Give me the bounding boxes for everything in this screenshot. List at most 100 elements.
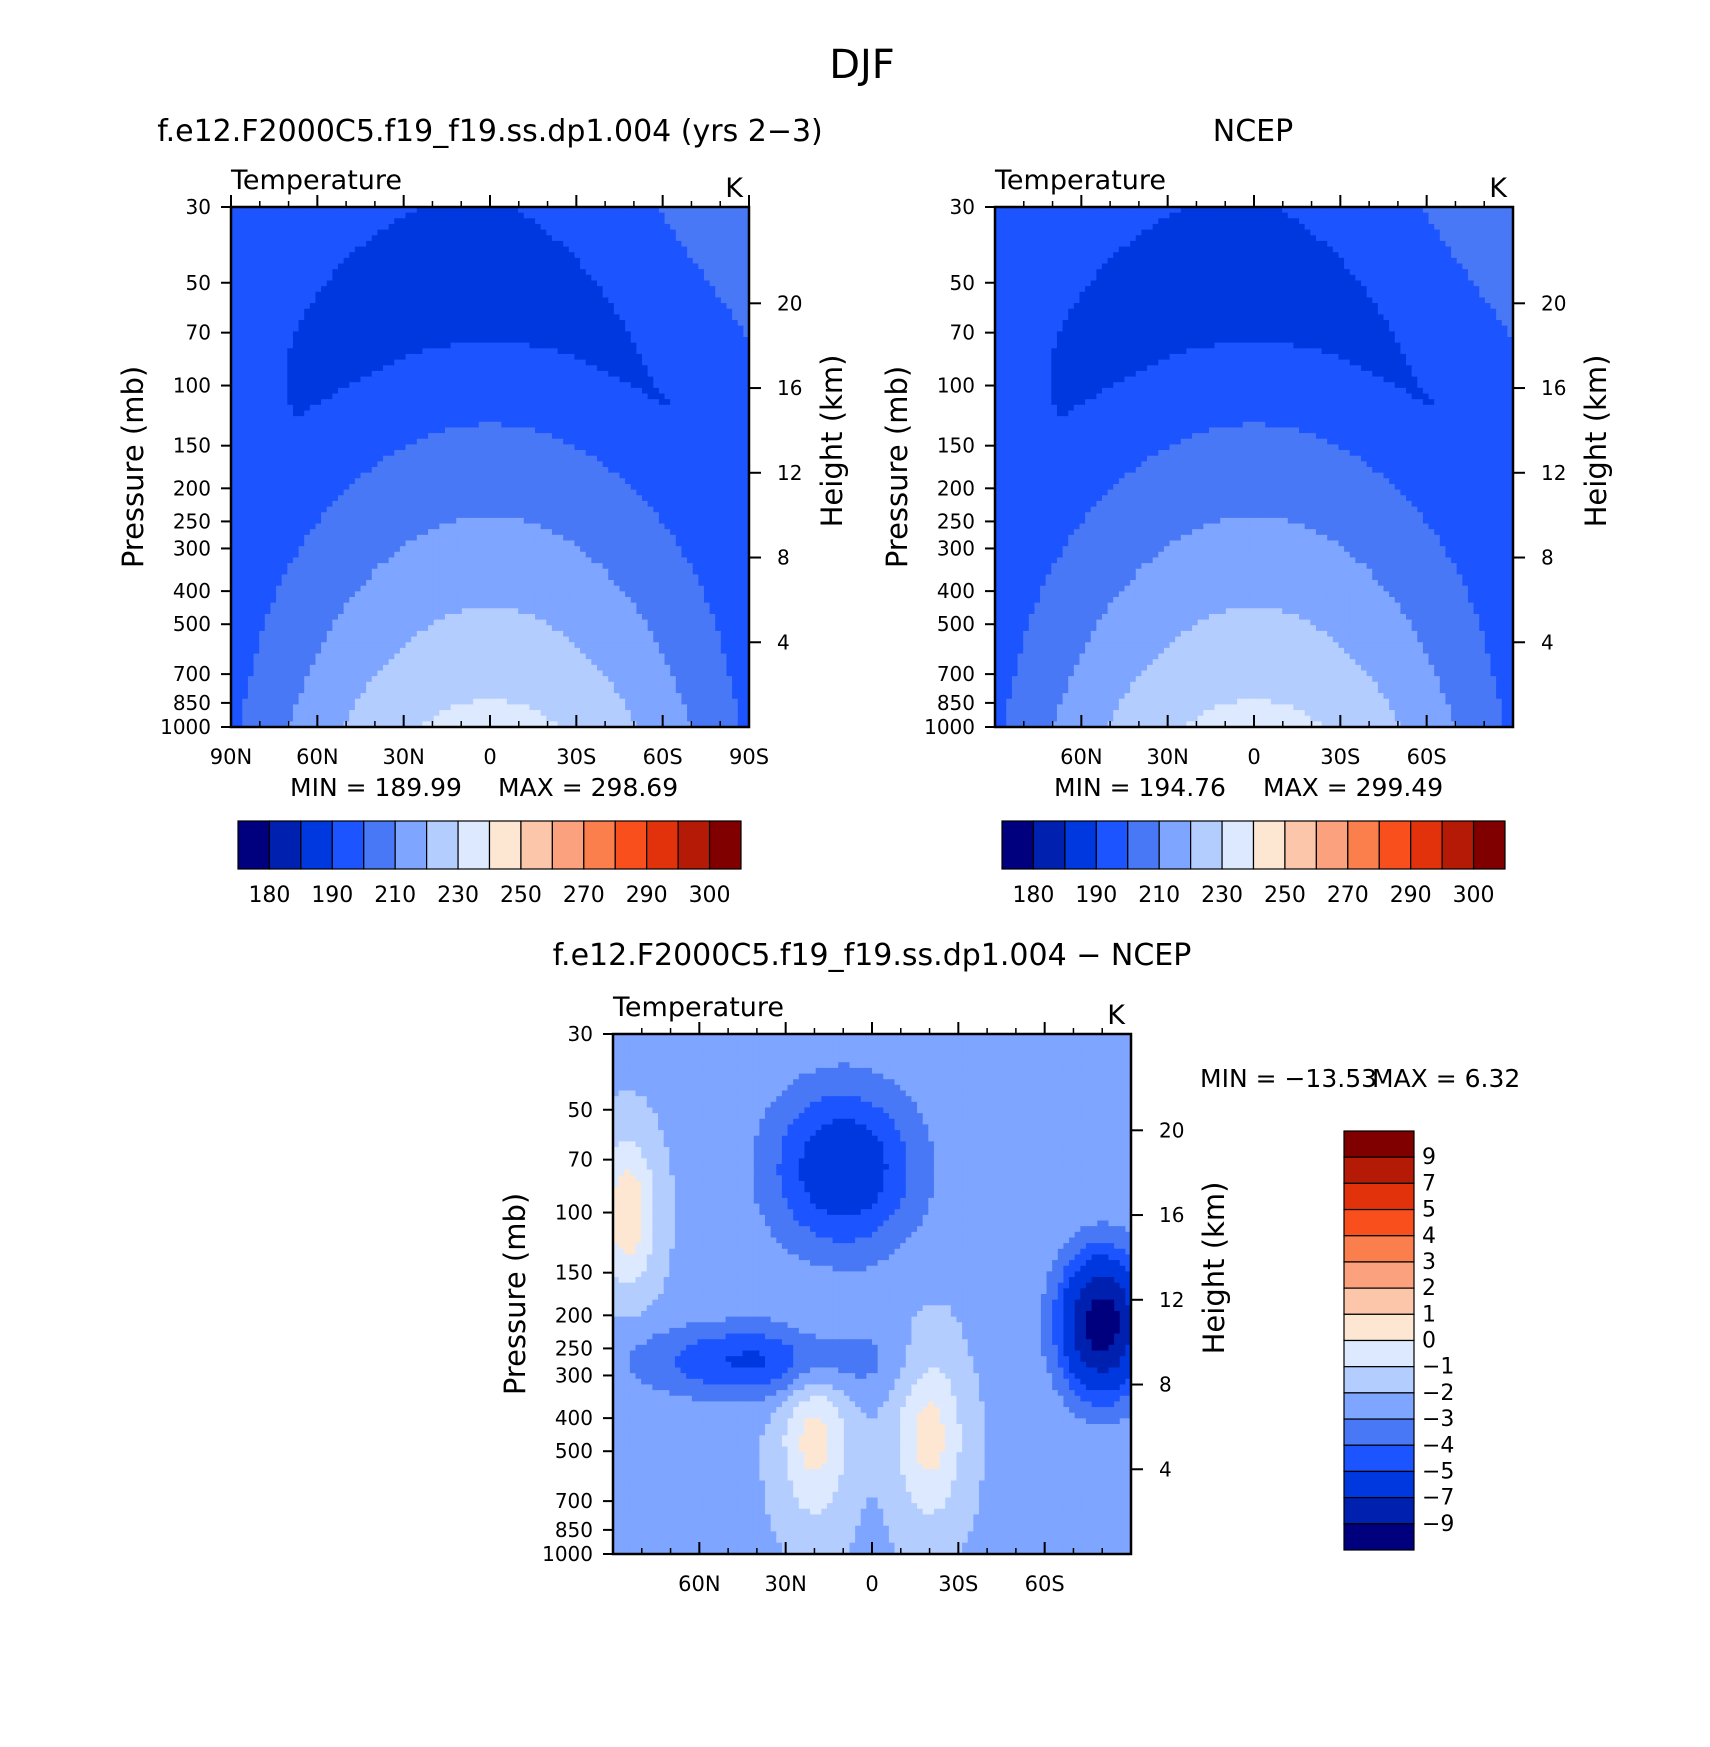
field-cell bbox=[309, 274, 317, 282]
field-cell bbox=[259, 506, 266, 513]
field-cell bbox=[422, 229, 429, 236]
field-cell bbox=[681, 325, 688, 332]
field-cell bbox=[416, 382, 424, 389]
field-cell bbox=[619, 359, 626, 366]
field-cell bbox=[529, 314, 536, 321]
field-cell bbox=[585, 438, 592, 445]
field-cell bbox=[456, 207, 463, 214]
field-cell bbox=[568, 433, 576, 440]
field-cell bbox=[726, 235, 733, 242]
field-cell bbox=[456, 506, 463, 513]
field-cell bbox=[664, 207, 671, 214]
field-cell bbox=[433, 467, 440, 474]
field-cell bbox=[388, 223, 395, 231]
field-cell bbox=[703, 444, 711, 451]
field-cell bbox=[416, 274, 424, 282]
field-cell bbox=[416, 331, 424, 338]
field-cell bbox=[557, 240, 564, 248]
field-cell bbox=[287, 269, 294, 276]
field-cell bbox=[287, 263, 294, 270]
field-cell bbox=[625, 433, 632, 440]
field-cell bbox=[692, 274, 699, 282]
field-cell bbox=[467, 399, 474, 406]
field-cell bbox=[726, 320, 733, 327]
field-cell bbox=[619, 489, 626, 496]
field-cell bbox=[568, 387, 576, 395]
field-cell bbox=[596, 320, 604, 327]
field-cell bbox=[602, 444, 609, 451]
field-cell bbox=[647, 450, 654, 457]
field-cell bbox=[422, 427, 429, 434]
field-cell bbox=[551, 235, 559, 242]
field-cell bbox=[444, 495, 452, 502]
field-cell bbox=[484, 246, 491, 253]
field-cell bbox=[354, 246, 362, 253]
field-cell bbox=[540, 263, 547, 270]
field-cell bbox=[619, 274, 626, 282]
field-cell bbox=[585, 370, 592, 378]
field-cell bbox=[439, 218, 446, 225]
field-cell bbox=[529, 207, 536, 214]
field-cell bbox=[681, 506, 688, 513]
field-cell bbox=[399, 393, 407, 400]
field-cell bbox=[692, 223, 699, 231]
field-cell bbox=[450, 438, 457, 445]
field-cell bbox=[720, 376, 728, 383]
field-cell bbox=[591, 207, 598, 214]
field-cell bbox=[647, 495, 654, 502]
field-cell bbox=[703, 337, 711, 344]
field-cell bbox=[568, 393, 576, 400]
field-cell bbox=[540, 229, 547, 236]
field-cell bbox=[433, 314, 440, 321]
field-cell bbox=[630, 331, 637, 338]
field-cell bbox=[377, 353, 384, 361]
field-cell bbox=[647, 500, 654, 508]
field-cell bbox=[658, 500, 666, 508]
field-cell bbox=[422, 207, 429, 214]
field-cell bbox=[377, 235, 384, 242]
field-cell bbox=[675, 387, 683, 395]
field-cell bbox=[270, 246, 277, 253]
field-cell bbox=[585, 218, 592, 225]
field-cell bbox=[642, 416, 649, 423]
field-cell bbox=[523, 252, 531, 259]
field-cell bbox=[580, 207, 587, 214]
field-cell bbox=[292, 359, 300, 366]
field-cell bbox=[625, 438, 632, 445]
field-cell bbox=[591, 308, 598, 315]
field-cell bbox=[681, 421, 688, 429]
field-cell bbox=[304, 303, 311, 310]
field-cell bbox=[551, 506, 559, 513]
field-cell bbox=[535, 274, 542, 282]
field-cell bbox=[625, 444, 632, 451]
field-cell bbox=[670, 461, 677, 468]
field-cell bbox=[675, 263, 683, 270]
field-cell bbox=[563, 433, 570, 440]
field-cell bbox=[518, 365, 525, 372]
field-cell bbox=[321, 427, 328, 434]
field-cell bbox=[253, 291, 260, 299]
field-cell bbox=[388, 438, 395, 445]
field-cell bbox=[444, 218, 452, 225]
field-cell bbox=[490, 235, 497, 242]
field-cell bbox=[670, 274, 677, 282]
field-cell bbox=[574, 365, 581, 372]
field-cell bbox=[602, 382, 609, 389]
field-cell bbox=[343, 359, 350, 366]
field-cell bbox=[743, 467, 749, 474]
field-cell bbox=[292, 483, 300, 491]
field-cell bbox=[703, 376, 711, 383]
field-cell bbox=[630, 478, 637, 485]
field-cell bbox=[518, 359, 525, 366]
field-cell bbox=[647, 359, 654, 366]
field-cell bbox=[315, 218, 322, 225]
field-cell bbox=[523, 269, 531, 276]
field-cell bbox=[281, 478, 288, 485]
field-cell bbox=[602, 291, 609, 299]
field-cell bbox=[478, 393, 485, 400]
field-cell bbox=[636, 410, 643, 417]
field-cell bbox=[304, 229, 311, 236]
field-cell bbox=[687, 472, 694, 479]
field-cell bbox=[416, 263, 424, 270]
field-cell bbox=[287, 274, 294, 282]
